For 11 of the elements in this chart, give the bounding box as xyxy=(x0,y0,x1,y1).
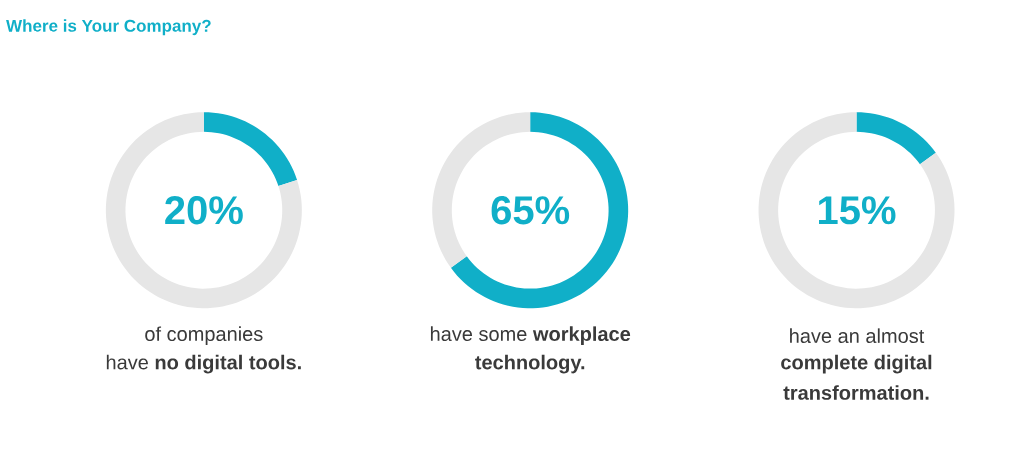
text: technology. xyxy=(475,354,585,374)
text: have an almost xyxy=(790,328,925,344)
text: have some workplace xyxy=(430,326,631,346)
text: transformation. xyxy=(783,385,929,400)
text: complete digital xyxy=(781,354,932,374)
text: of companies xyxy=(145,326,263,346)
text: 20% xyxy=(165,196,243,225)
text: 65% xyxy=(491,196,570,225)
text: have no digital tools. xyxy=(106,354,301,374)
text: 15% xyxy=(819,196,896,225)
chart-title: Where is Your Company? xyxy=(6,19,211,36)
